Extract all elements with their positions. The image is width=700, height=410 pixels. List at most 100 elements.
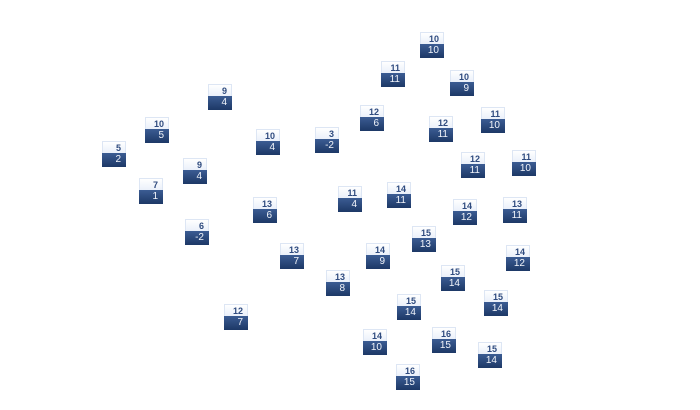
node-top-value: 16 (396, 364, 420, 376)
node: 15 14 (478, 342, 502, 368)
node-bottom-value: 2 (102, 153, 126, 167)
node-bottom-value: 10 (363, 341, 387, 355)
node-bottom-value: 15 (432, 339, 456, 353)
node-top-value: 10 (450, 70, 474, 82)
node-top-value: 10 (420, 32, 444, 44)
node: 10 10 (420, 32, 444, 58)
node-bottom-value: 14 (397, 306, 421, 320)
node-top-value: 14 (453, 199, 477, 211)
node-bottom-value: 4 (183, 170, 207, 184)
node: 11 10 (512, 150, 536, 176)
node-top-value: 11 (481, 107, 505, 119)
node: 13 6 (253, 197, 277, 223)
node: 14 9 (366, 243, 390, 269)
node-bottom-value: 6 (360, 117, 384, 131)
node-bottom-value: 11 (429, 128, 453, 142)
node-top-value: 13 (253, 197, 277, 209)
node-top-value: 11 (381, 61, 405, 73)
node: 12 11 (429, 116, 453, 142)
node: 15 14 (484, 290, 508, 316)
node-bottom-value: 1 (139, 190, 163, 204)
node-top-value: 13 (326, 270, 350, 282)
node-bottom-value: 7 (280, 255, 304, 269)
node: 15 13 (412, 226, 436, 252)
node-bottom-value: 5 (145, 129, 169, 143)
node-top-value: 5 (102, 141, 126, 153)
node: 12 7 (224, 304, 248, 330)
node-top-value: 11 (512, 150, 536, 162)
node: 14 11 (387, 182, 411, 208)
node-top-value: 14 (363, 329, 387, 341)
node-top-value: 14 (387, 182, 411, 194)
node: 10 5 (145, 117, 169, 143)
node: 12 11 (461, 152, 485, 178)
node-bottom-value: 6 (253, 209, 277, 223)
node-bottom-value: 8 (326, 282, 350, 296)
node-bottom-value: 11 (503, 209, 527, 223)
node-top-value: 9 (183, 158, 207, 170)
node-bottom-value: 11 (461, 164, 485, 178)
node-bottom-value: -2 (315, 139, 339, 153)
node-bottom-value: 7 (224, 316, 248, 330)
node-bottom-value: 9 (450, 82, 474, 96)
node-top-value: 6 (185, 219, 209, 231)
node: 14 12 (453, 199, 477, 225)
node-top-value: 15 (412, 226, 436, 238)
node-bottom-value: 14 (478, 354, 502, 368)
node-top-value: 12 (461, 152, 485, 164)
node-top-value: 12 (360, 105, 384, 117)
node: 14 12 (506, 245, 530, 271)
node: 3 -2 (315, 127, 339, 153)
node: 11 11 (381, 61, 405, 87)
node-bottom-value: 11 (387, 194, 411, 208)
node-top-value: 15 (397, 294, 421, 306)
node: 11 4 (338, 186, 362, 212)
node-top-value: 13 (503, 197, 527, 209)
node-bottom-value: 4 (338, 198, 362, 212)
node-bottom-value: 10 (420, 44, 444, 58)
node-top-value: 14 (506, 245, 530, 257)
node: 12 6 (360, 105, 384, 131)
node: 16 15 (396, 364, 420, 390)
node-top-value: 14 (366, 243, 390, 255)
node: 10 4 (256, 129, 280, 155)
node-bottom-value: 4 (208, 96, 232, 110)
node-bottom-value: -2 (185, 231, 209, 245)
node: 15 14 (441, 265, 465, 291)
node-top-value: 15 (484, 290, 508, 302)
node: 13 11 (503, 197, 527, 223)
node-top-value: 9 (208, 84, 232, 96)
node: 15 14 (397, 294, 421, 320)
node: 13 7 (280, 243, 304, 269)
node-top-value: 11 (338, 186, 362, 198)
node: 10 9 (450, 70, 474, 96)
node-top-value: 10 (256, 129, 280, 141)
node-top-value: 15 (441, 265, 465, 277)
node-bottom-value: 11 (381, 73, 405, 87)
node-top-value: 7 (139, 178, 163, 190)
node-bottom-value: 10 (481, 119, 505, 133)
node-bottom-value: 10 (512, 162, 536, 176)
node-bottom-value: 12 (453, 211, 477, 225)
node-top-value: 10 (145, 117, 169, 129)
node-bottom-value: 14 (484, 302, 508, 316)
node-top-value: 15 (478, 342, 502, 354)
node: 11 10 (481, 107, 505, 133)
node-top-value: 13 (280, 243, 304, 255)
node-top-value: 3 (315, 127, 339, 139)
node: 16 15 (432, 327, 456, 353)
node-top-value: 16 (432, 327, 456, 339)
node-bottom-value: 4 (256, 141, 280, 155)
node-bottom-value: 13 (412, 238, 436, 252)
node-bottom-value: 12 (506, 257, 530, 271)
node: 14 10 (363, 329, 387, 355)
node-bottom-value: 14 (441, 277, 465, 291)
node-top-value: 12 (224, 304, 248, 316)
node-bottom-value: 9 (366, 255, 390, 269)
node-top-value: 12 (429, 116, 453, 128)
node: 13 8 (326, 270, 350, 296)
